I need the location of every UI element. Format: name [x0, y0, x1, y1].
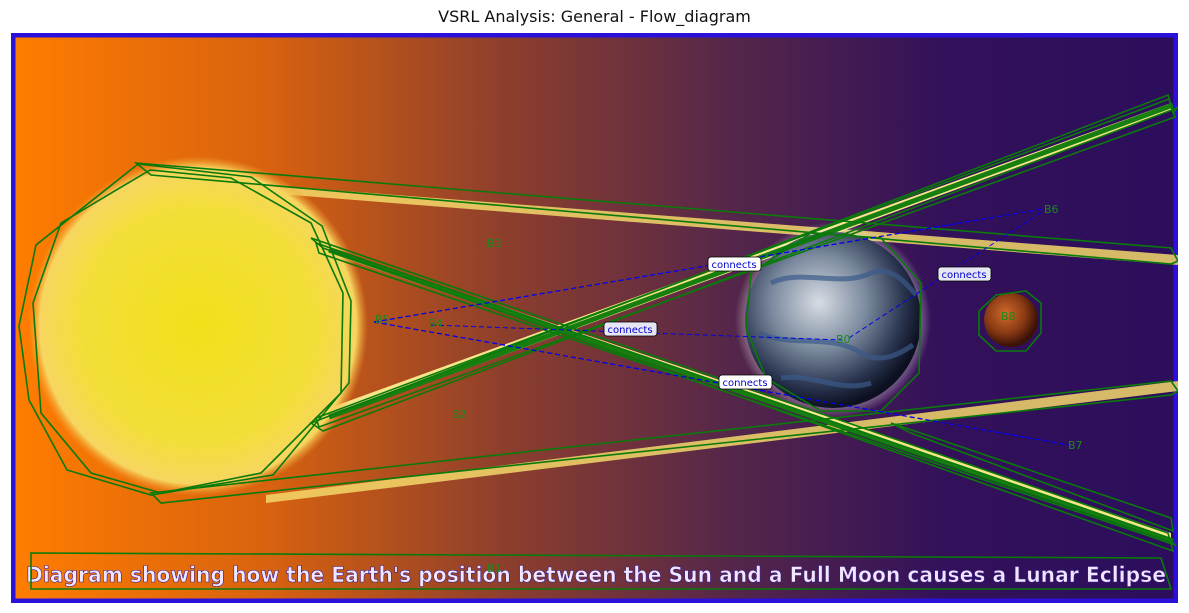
box-label-b6: B6 [1044, 203, 1059, 216]
outline-sun-b [32, 169, 344, 494]
box-label-b2: B2 [452, 408, 467, 421]
image-caption: Diagram showing how the Earth's position… [26, 563, 1166, 587]
relation-label-4: connects [718, 374, 773, 390]
relation-label-3: connects [603, 321, 658, 337]
relation-label-text: connects [722, 378, 767, 389]
box-label-b1: B1 [487, 562, 502, 575]
figure-title: VSRL Analysis: General - Flow_diagram [438, 7, 751, 26]
sun [28, 156, 368, 496]
outline-ray-top [133, 161, 1178, 265]
image-frame [11, 33, 1178, 603]
box-label-b5: B5 [375, 313, 390, 326]
ray-bottom [266, 381, 1178, 503]
diagram-panel: Diagram showing how the Earth's position… [11, 33, 1178, 603]
box-label-b7: B7 [1068, 439, 1083, 452]
box-label-b3: B3 [487, 237, 502, 250]
outline-ray-cross-up-a [309, 93, 1178, 432]
box-label-b8: B8 [1001, 310, 1016, 323]
outline-caption [30, 552, 1173, 590]
outline-moon [978, 290, 1042, 352]
outline-sun-a [18, 163, 352, 496]
outline-ray-bottom [149, 380, 1178, 504]
relation-label-1: connects [707, 256, 762, 272]
diagram-canvas: Diagram showing how the Earth's position… [11, 33, 1178, 603]
box-label-b4: B4 [428, 317, 443, 330]
relation-label-2: connects [937, 266, 992, 282]
earth-oceans [757, 268, 918, 389]
moon [984, 293, 1038, 347]
relation-label-text: connects [711, 260, 756, 271]
relation-label-text: connects [941, 270, 986, 281]
box-label-b0: B0 [836, 333, 851, 346]
outline-ray-cross-up-b [314, 97, 1177, 429]
bundle-cross-down [328, 247, 1174, 544]
relation-line-b4-b0 [430, 324, 842, 341]
outline-shadow-edge [890, 422, 1174, 533]
object-outlines [18, 93, 1178, 590]
relation-label-text: connects [607, 325, 652, 336]
